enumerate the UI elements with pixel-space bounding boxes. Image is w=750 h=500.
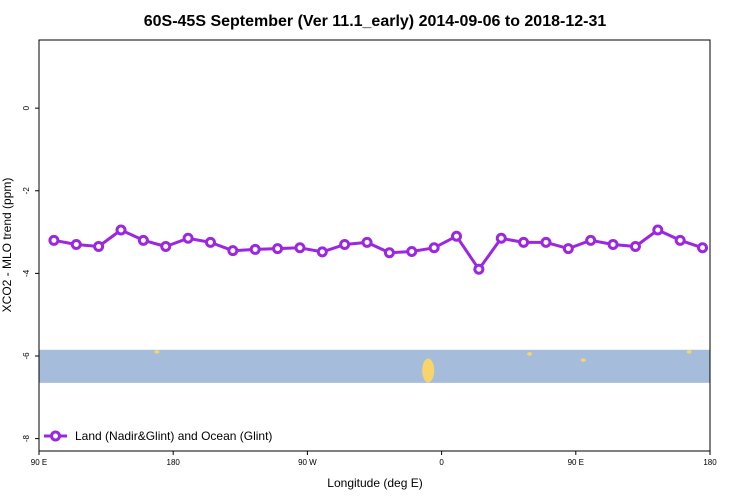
x-axis-ticks: 90 E 180 90 W 0 90 E 180 bbox=[31, 451, 717, 467]
data-point bbox=[629, 241, 641, 253]
y-axis-label: XCO2 - MLO trend (ppm) bbox=[0, 178, 14, 313]
data-point bbox=[70, 238, 82, 250]
data-point bbox=[339, 238, 351, 250]
y-axis-ticks: 0 -2 -4 -6 -8 bbox=[22, 105, 39, 442]
y-tick-label: -4 bbox=[22, 269, 31, 277]
data-point bbox=[451, 230, 463, 242]
ocean-band bbox=[39, 349, 710, 383]
data-point bbox=[674, 234, 686, 246]
land-patch bbox=[154, 350, 160, 354]
y-tick-label: -6 bbox=[22, 352, 31, 360]
legend-marker bbox=[50, 430, 61, 442]
legend-label: Land (Nadir&Glint) and Ocean (Glint) bbox=[75, 429, 272, 443]
data-point bbox=[249, 243, 261, 255]
data-point bbox=[115, 224, 127, 236]
data-point bbox=[182, 232, 194, 244]
land-patch bbox=[580, 358, 586, 362]
data-point bbox=[48, 234, 60, 246]
data-point bbox=[361, 236, 373, 248]
series-line bbox=[53, 228, 703, 271]
data-point bbox=[697, 242, 709, 254]
data-point bbox=[585, 234, 597, 246]
data-point bbox=[428, 242, 440, 254]
x-axis-label: Longitude (deg E) bbox=[327, 476, 422, 490]
data-point bbox=[607, 238, 619, 250]
x-tick-label: 180 bbox=[167, 458, 181, 467]
y-tick-label: -8 bbox=[22, 435, 31, 443]
x-tick-label: 90 W bbox=[298, 458, 317, 467]
data-point bbox=[406, 245, 418, 257]
data-point bbox=[652, 224, 664, 236]
data-point bbox=[137, 234, 149, 246]
land-patch bbox=[686, 350, 692, 354]
data-point bbox=[93, 241, 105, 253]
data-point bbox=[294, 242, 306, 254]
y-tick-label: 0 bbox=[22, 105, 31, 110]
data-point bbox=[562, 243, 574, 255]
series-layer bbox=[48, 224, 709, 275]
data-point bbox=[272, 243, 284, 255]
data-point bbox=[316, 246, 328, 258]
land-patch bbox=[422, 358, 435, 383]
y-tick-label: -2 bbox=[22, 187, 31, 195]
data-point bbox=[473, 263, 485, 275]
map-band bbox=[39, 349, 710, 383]
data-point bbox=[227, 245, 239, 257]
plot-frame bbox=[38, 39, 711, 452]
data-point bbox=[160, 241, 172, 253]
land-patch bbox=[527, 352, 533, 356]
data-point bbox=[383, 247, 395, 259]
x-tick-label: 180 bbox=[703, 458, 717, 467]
legend: Land (Nadir&Glint) and Ocean (Glint) bbox=[44, 429, 272, 443]
data-point bbox=[518, 236, 530, 248]
x-tick-label: 90 E bbox=[568, 458, 584, 467]
x-tick-label: 90 E bbox=[31, 458, 47, 467]
chart-title: 60S-45S September (Ver 11.1_early) 2014-… bbox=[144, 13, 607, 30]
data-point bbox=[495, 232, 507, 244]
data-point bbox=[204, 236, 216, 248]
x-tick-label: 0 bbox=[439, 458, 444, 467]
data-point bbox=[540, 236, 552, 248]
